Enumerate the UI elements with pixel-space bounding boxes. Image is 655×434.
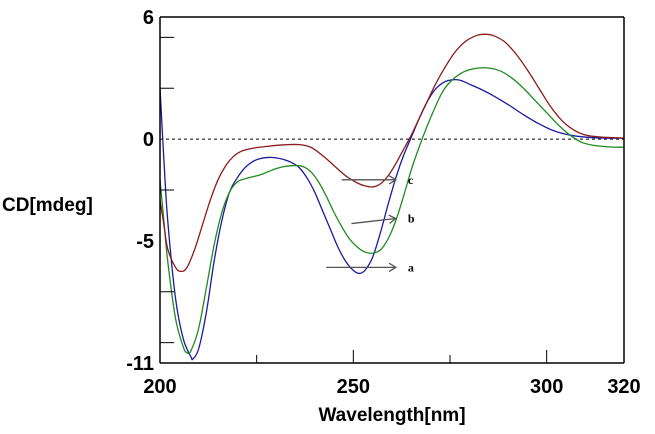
arrow-head-icon [388,175,398,185]
x-axis-title: Wavelength[nm] [318,405,465,426]
y-tick-label: 6 [143,7,154,29]
series-line-b [160,67,624,355]
series-layer [160,33,624,361]
y-tick-label: -11 [126,353,154,375]
annotation-label-c: c [408,173,414,187]
series-line-a [160,79,624,361]
y-tick-label: 0 [143,129,154,151]
annotation-label-a: a [408,260,414,274]
x-tick-label: 200 [143,376,176,398]
arrow-head-icon [388,214,398,224]
x-tick-label: 250 [337,376,370,398]
x-tick-label: 320 [607,376,640,398]
y-tick-label: -5 [136,231,154,253]
annotation-label-b: b [408,211,415,225]
y-axis-title: CD[mdeg] [2,195,93,216]
annotation-arrow-b [351,217,396,225]
x-tick-label: 300 [530,376,563,398]
annotation-layer: c b a [326,173,415,274]
series-line-c [160,33,624,273]
arrow-head-icon [388,262,398,273]
axes-layer [159,16,625,364]
labels-layer: 200 250 300 320 6 0 -5 -11 [126,7,641,398]
